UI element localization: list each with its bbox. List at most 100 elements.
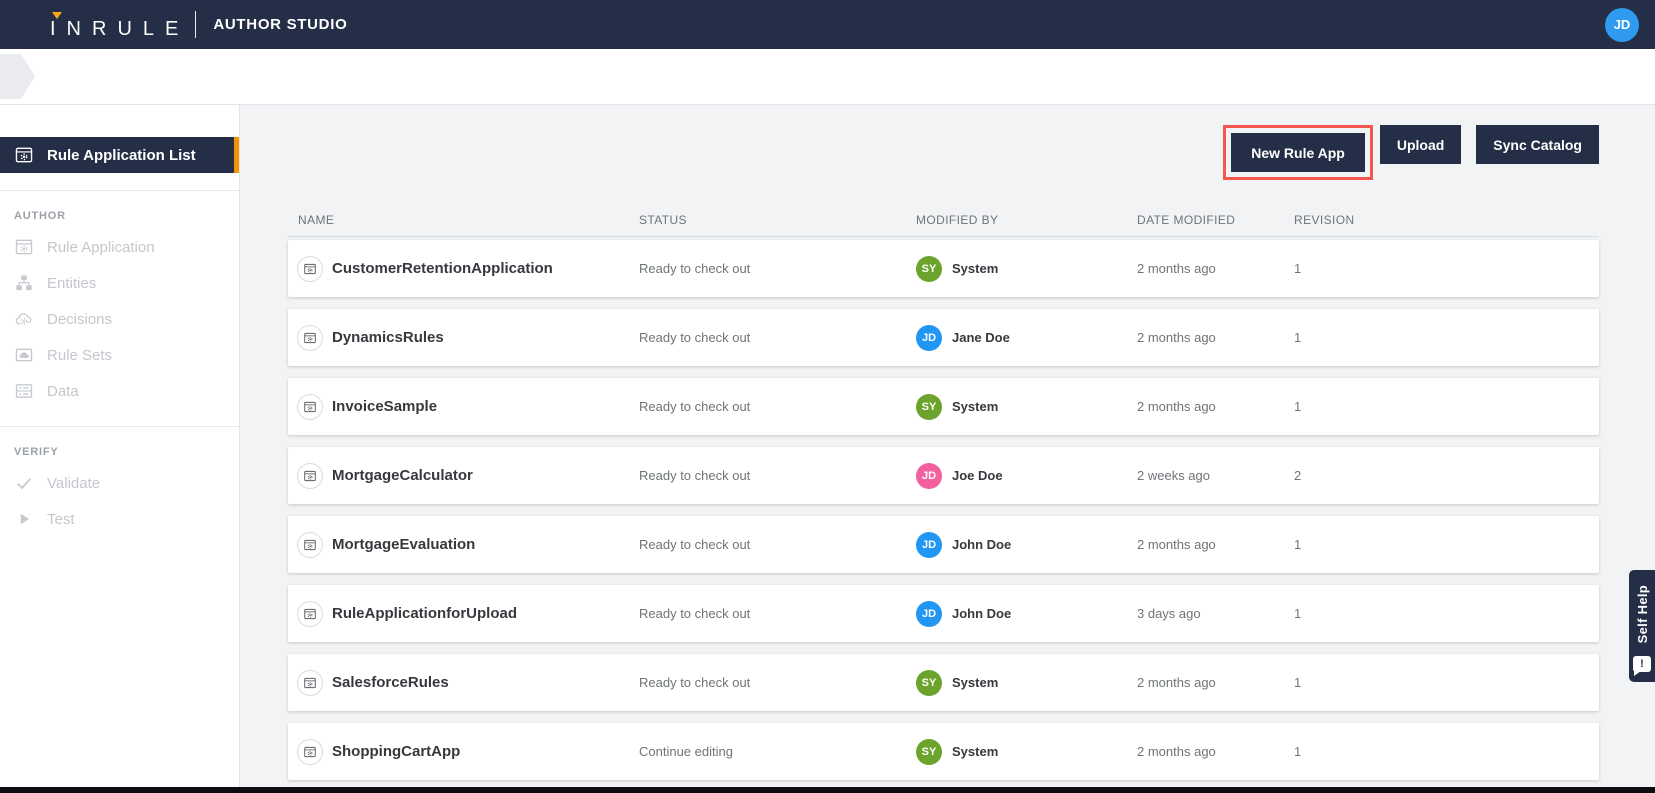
- status-text: Ready to check out: [639, 606, 751, 621]
- column-header-status: STATUS: [639, 213, 687, 227]
- table-row-customerretentionapplication[interactable]: CustomerRetentionApplication Ready to ch…: [288, 240, 1599, 297]
- status-text: Ready to check out: [639, 468, 751, 483]
- user-avatar[interactable]: JD: [1605, 7, 1639, 42]
- rule-sets-icon: [14, 345, 34, 365]
- avatar: SY: [916, 669, 942, 696]
- column-header-date-modified: DATE MODIFIED: [1137, 213, 1236, 227]
- breadcrumb-bar: [0, 49, 1655, 105]
- status-text: Continue editing: [639, 744, 733, 759]
- sidebar-section-verify: VERIFY: [14, 446, 59, 458]
- new-rule-app-button[interactable]: New Rule App: [1231, 133, 1365, 172]
- status-text: Ready to check out: [639, 330, 751, 345]
- table-row-ruleapplicationforupload[interactable]: RuleApplicationforUpload Ready to check …: [288, 585, 1599, 642]
- modified-by-name: System: [952, 261, 999, 276]
- table-row-shoppingcartapp[interactable]: ShoppingCartApp Continue editing SY Syst…: [288, 723, 1599, 780]
- rule-application-icon: [297, 669, 323, 696]
- modified-by-name: John Doe: [952, 606, 1012, 621]
- date-modified: 2 months ago: [1137, 537, 1216, 552]
- date-modified: 2 months ago: [1137, 261, 1216, 276]
- breadcrumb-chevron-icon: [0, 54, 35, 99]
- top-navbar: INRULE AUTHOR STUDIO JD: [0, 0, 1655, 49]
- rule-app-name: SalesforceRules: [332, 674, 449, 691]
- sidebar: Rule Application List AUTHOR Rule Applic…: [0, 105, 240, 787]
- revision: 1: [1294, 744, 1302, 759]
- modified-by-name: System: [952, 399, 999, 414]
- status-text: Ready to check out: [639, 261, 751, 276]
- sidebar-item-label: Rule Application List: [47, 146, 196, 164]
- sidebar-item-entities[interactable]: Entities: [0, 265, 239, 301]
- upload-button[interactable]: Upload: [1379, 125, 1462, 164]
- new-rule-app-highlight-box: New Rule App: [1223, 125, 1373, 180]
- sidebar-item-rule-application-list[interactable]: Rule Application List: [0, 137, 239, 173]
- avatar: JD: [916, 324, 942, 351]
- rule-app-name: MortgageEvaluation: [332, 536, 476, 553]
- sidebar-item-decisions[interactable]: Decisions: [0, 301, 239, 337]
- column-header-revision: REVISION: [1294, 213, 1355, 227]
- column-header-name: NAME: [298, 213, 335, 227]
- revision: 1: [1294, 399, 1302, 414]
- window-bottom-edge: [0, 787, 1655, 793]
- table-row-mortgagecalculator[interactable]: MortgageCalculator Ready to check out JD…: [288, 447, 1599, 504]
- rule-app-name: InvoiceSample: [332, 398, 438, 415]
- rule-application-list: CustomerRetentionApplication Ready to ch…: [288, 240, 1599, 780]
- checkmark-icon: [14, 473, 34, 493]
- logo-triangle-icon: [52, 11, 62, 19]
- revision: 1: [1294, 675, 1302, 690]
- rule-application-icon: [297, 393, 323, 420]
- status-text: Ready to check out: [639, 675, 751, 690]
- avatar: SY: [916, 738, 942, 765]
- table-row-mortgageevaluation[interactable]: MortgageEvaluation Ready to check out JD…: [288, 516, 1599, 573]
- avatar: SY: [916, 255, 942, 282]
- date-modified: 3 days ago: [1137, 606, 1201, 621]
- table-row-invoicesample[interactable]: InvoiceSample Ready to check out SY Syst…: [288, 378, 1599, 435]
- table-row-dynamicsrules[interactable]: DynamicsRules Ready to check out JD Jane…: [288, 309, 1599, 366]
- rule-application-icon: [14, 145, 34, 165]
- data-table-icon: [14, 381, 34, 401]
- rule-application-icon: [297, 462, 323, 489]
- avatar: JD: [916, 600, 942, 627]
- date-modified: 2 months ago: [1137, 744, 1216, 759]
- rule-app-name: DynamicsRules: [332, 329, 444, 346]
- navbar-divider: [195, 11, 197, 38]
- column-header-modified-by: MODIFIED BY: [916, 213, 999, 227]
- entities-hierarchy-icon: [14, 273, 34, 293]
- sidebar-item-rule-sets[interactable]: Rule Sets: [0, 337, 239, 373]
- date-modified: 2 months ago: [1137, 675, 1216, 690]
- rule-application-icon: [297, 531, 323, 558]
- rule-app-name: RuleApplicationforUpload: [332, 605, 517, 622]
- modified-by-name: System: [952, 744, 999, 759]
- rule-app-name: ShoppingCartApp: [332, 743, 461, 760]
- self-help-tab[interactable]: Self Help !: [1629, 570, 1655, 683]
- revision: 1: [1294, 330, 1302, 345]
- inrule-logo[interactable]: INRULE: [50, 10, 189, 40]
- sidebar-item-rule-application[interactable]: Rule Application: [0, 229, 239, 265]
- decisions-cloud-gear-icon: [14, 309, 34, 329]
- table-header-row: NAME STATUS MODIFIED BY DATE MODIFIED RE…: [288, 213, 1599, 237]
- avatar: JD: [916, 531, 942, 558]
- table-row-salesforcerules[interactable]: SalesforceRules Ready to check out SY Sy…: [288, 654, 1599, 711]
- rule-application-icon: [297, 324, 323, 351]
- sync-catalog-button[interactable]: Sync Catalog: [1476, 125, 1599, 164]
- avatar: SY: [916, 393, 942, 420]
- status-text: Ready to check out: [639, 399, 751, 414]
- rule-app-name: CustomerRetentionApplication: [332, 260, 553, 277]
- modified-by-name: Joe Doe: [952, 468, 1003, 483]
- date-modified: 2 months ago: [1137, 399, 1216, 414]
- active-accent-bar: [234, 137, 239, 173]
- rule-application-icon: [14, 237, 34, 257]
- modified-by-name: Jane Doe: [952, 330, 1010, 345]
- toolbar: New Rule App Upload Sync Catalog: [288, 125, 1599, 180]
- main-content: New Rule App Upload Sync Catalog NAME ST…: [240, 105, 1655, 787]
- avatar: JD: [916, 462, 942, 489]
- rule-app-name: MortgageCalculator: [332, 467, 473, 484]
- play-icon: [14, 509, 34, 529]
- sidebar-item-validate[interactable]: Validate: [0, 465, 239, 501]
- sidebar-item-test[interactable]: Test: [0, 501, 239, 537]
- rule-application-icon: [297, 255, 323, 282]
- logo-text: INRULE: [50, 17, 190, 40]
- date-modified: 2 months ago: [1137, 330, 1216, 345]
- revision: 1: [1294, 261, 1302, 276]
- chat-bubble-exclamation-icon: !: [1633, 656, 1651, 677]
- sidebar-item-data[interactable]: Data: [0, 373, 239, 409]
